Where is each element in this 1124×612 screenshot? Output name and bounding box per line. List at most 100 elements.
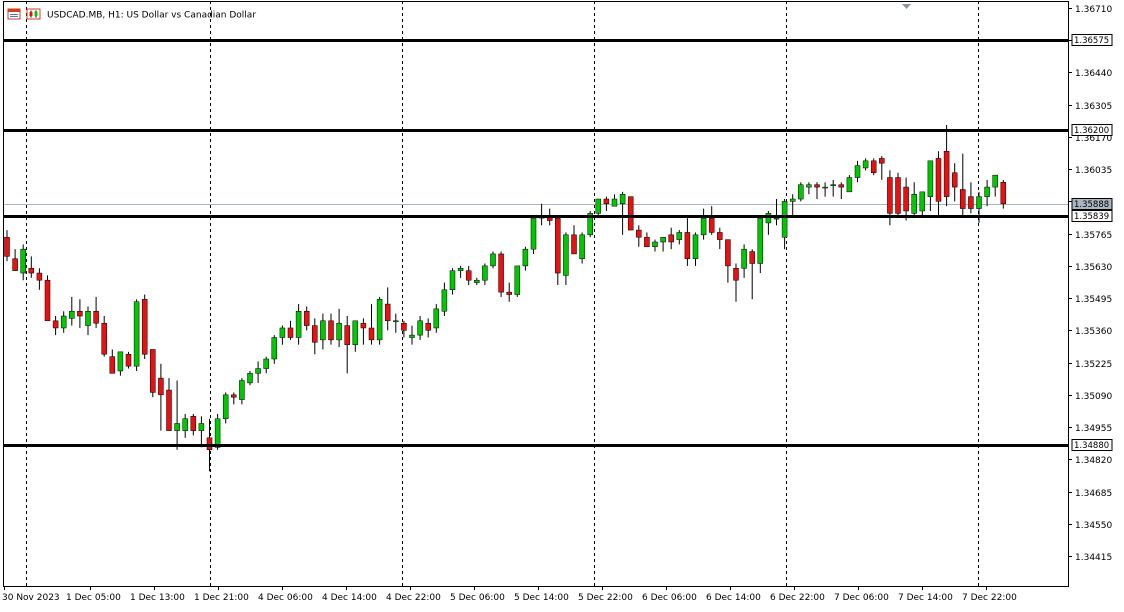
candle[interactable] [425, 318, 431, 338]
candle[interactable] [433, 304, 440, 333]
candle[interactable] [490, 251, 496, 269]
candle[interactable] [644, 232, 650, 248]
candle[interactable] [279, 325, 286, 345]
candle[interactable] [506, 282, 512, 302]
candle[interactable] [263, 356, 269, 374]
candle[interactable] [846, 175, 853, 193]
candle[interactable] [968, 182, 974, 214]
candle[interactable] [603, 196, 610, 211]
candle[interactable] [336, 308, 342, 348]
candle[interactable] [798, 182, 804, 202]
candle[interactable] [352, 320, 359, 352]
shift-marker-icon[interactable] [902, 4, 911, 9]
candle[interactable] [85, 306, 91, 336]
candle[interactable] [595, 198, 602, 216]
price-axis[interactable]: 1.36710 1.36575 1.36440 1.36305 1.36170 1.360… [1068, 5, 1113, 563]
candle[interactable] [52, 316, 59, 336]
candle[interactable] [60, 311, 67, 333]
candle[interactable] [830, 179, 836, 197]
candle[interactable] [28, 256, 35, 278]
candle[interactable] [563, 232, 569, 285]
candle[interactable] [320, 313, 326, 350]
candle[interactable] [44, 275, 51, 322]
candle[interactable] [725, 239, 731, 283]
candle[interactable] [77, 299, 83, 328]
candle[interactable] [530, 217, 537, 254]
level-price-tag[interactable]: 1.34880 [1071, 439, 1113, 452]
candle[interactable] [838, 182, 845, 200]
candles[interactable] [4, 125, 1007, 472]
candle[interactable] [36, 268, 43, 290]
candle[interactable] [498, 251, 504, 297]
candle[interactable] [927, 160, 934, 211]
candle[interactable] [20, 244, 26, 281]
candle[interactable] [870, 158, 877, 176]
candle[interactable] [571, 225, 577, 255]
candle[interactable] [749, 249, 755, 300]
candle[interactable] [903, 177, 909, 221]
chart-window-icon[interactable] [7, 8, 21, 20]
candle[interactable] [465, 265, 472, 285]
candle[interactable] [150, 349, 156, 398]
candle[interactable] [992, 174, 998, 197]
candle[interactable] [814, 182, 820, 200]
candle[interactable] [919, 191, 926, 216]
candle[interactable] [109, 349, 116, 374]
candle[interactable] [287, 320, 294, 340]
candle[interactable] [482, 263, 488, 285]
candle[interactable] [368, 304, 375, 345]
candle[interactable] [587, 210, 593, 238]
candle[interactable] [579, 232, 585, 264]
candle[interactable] [757, 217, 764, 274]
candle[interactable] [765, 210, 772, 235]
candle[interactable] [93, 296, 99, 328]
candle[interactable] [862, 158, 869, 171]
candles-icon[interactable] [26, 8, 41, 20]
candle[interactable] [733, 263, 739, 302]
candle[interactable] [449, 268, 456, 295]
candle[interactable] [344, 316, 350, 374]
candle[interactable] [684, 218, 691, 266]
candle[interactable] [636, 225, 642, 247]
candle[interactable] [951, 163, 958, 202]
level-price-tag[interactable]: 1.36200 [1071, 124, 1113, 137]
candle[interactable] [676, 230, 683, 245]
candle[interactable] [474, 277, 480, 285]
candle[interactable] [376, 296, 383, 345]
candle[interactable] [457, 265, 464, 278]
candle[interactable] [125, 351, 132, 369]
candle[interactable] [328, 313, 334, 345]
candle[interactable] [239, 378, 245, 405]
candle[interactable] [935, 151, 942, 216]
candle[interactable] [214, 413, 221, 450]
candle[interactable] [133, 299, 140, 371]
candle[interactable] [700, 208, 707, 240]
candle[interactable] [806, 182, 812, 195]
candle[interactable] [190, 413, 197, 436]
candle[interactable] [271, 335, 278, 364]
candle[interactable] [231, 392, 237, 405]
candle[interactable] [1000, 179, 1007, 209]
candle[interactable] [222, 392, 229, 424]
candle[interactable] [303, 306, 310, 331]
candle[interactable] [417, 316, 423, 340]
candle[interactable] [652, 239, 658, 252]
candle[interactable] [522, 246, 529, 271]
time-axis[interactable]: 30 Nov 2023 1 Dec 05:00 1 Dec 13:00 1 Dec 2… [2, 586, 1017, 603]
candle[interactable] [69, 296, 75, 326]
candle[interactable] [441, 282, 448, 317]
candle[interactable] [141, 294, 148, 360]
candle[interactable] [166, 378, 172, 431]
candle[interactable] [854, 160, 861, 183]
candle[interactable] [611, 194, 618, 207]
candle[interactable] [911, 182, 917, 219]
candle[interactable] [4, 230, 10, 262]
level-price-tag[interactable]: 1.36575 [1071, 34, 1113, 47]
candle[interactable] [312, 318, 318, 355]
level-price-tag[interactable]: 1.35839 [1071, 210, 1113, 223]
candle[interactable] [12, 249, 18, 271]
candle[interactable] [773, 199, 780, 226]
candle[interactable] [822, 182, 828, 197]
candle[interactable] [781, 199, 788, 250]
